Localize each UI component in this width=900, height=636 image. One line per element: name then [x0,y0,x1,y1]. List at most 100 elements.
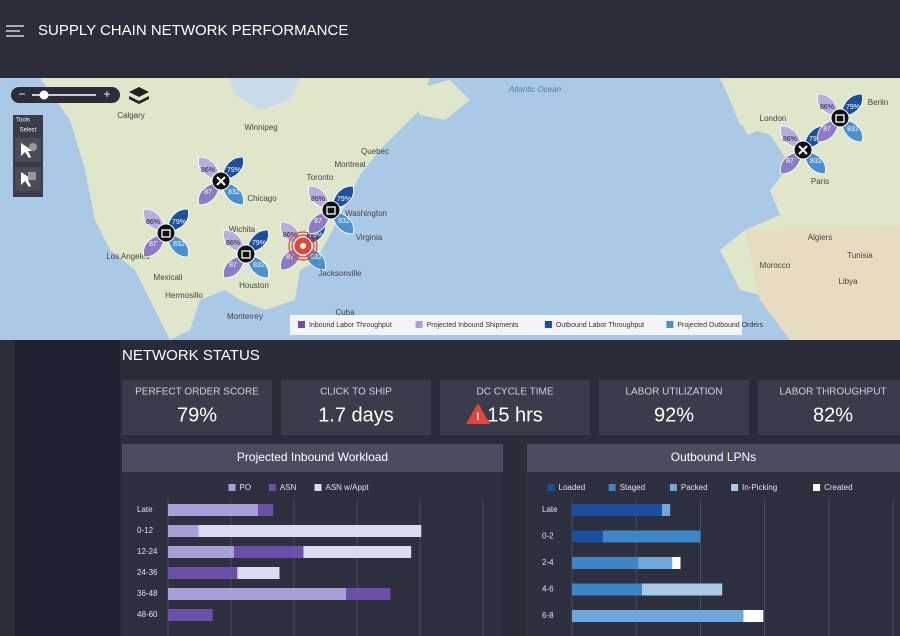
place-label: Toronto [307,173,334,182]
place-label: Chicago [247,194,277,203]
category-label: 48-60 [137,610,158,619]
legend-label: Outbound Labor Throughput [556,322,644,329]
legend-swatch [813,484,821,491]
marker-value: 832 [310,254,322,261]
place-label: Quebec [361,147,389,156]
legend-label: ASN w/Appt [326,483,370,492]
marker-value: 832 [228,189,240,196]
bar-segment [572,504,662,516]
place-label: Los Angeles [106,252,150,261]
map-marker[interactable]: 86% 79% 87 832 [280,221,326,271]
map-marker[interactable]: 86% 79% 87 832 [198,156,244,206]
place-label: Algiers [808,233,832,242]
bar-segment [672,557,681,569]
marker-value: 87 [823,126,831,133]
zoom-out[interactable]: − [18,87,25,101]
legend-swatch [547,484,555,491]
legend-label: In-Picking [742,483,777,492]
map-marker[interactable]: 86% 79% 87 832 [817,93,863,143]
menu-icon[interactable] [6,25,24,37]
marker-value: 86% [201,167,215,174]
kpi-value: 79% [177,404,217,426]
chart-panel [122,444,503,636]
sidebar [15,340,120,636]
legend-label: Inbound Labor Throughput [309,322,392,329]
kpi-card [281,380,431,435]
legend-swatch [268,484,276,491]
legend-swatch [731,484,739,491]
bar-segment [168,567,238,579]
place-label: Berlin [868,98,888,107]
zoom-slider[interactable] [39,90,49,100]
bar-segment [661,504,671,516]
bar-segment [641,583,723,596]
kpi-card [758,380,900,435]
bar-segment [168,504,259,516]
category-label: 36-48 [137,589,158,598]
marker-value: 87 [314,218,322,225]
marker-value: 79% [172,219,186,226]
kpi-card [599,380,749,435]
legend-swatch [669,484,677,491]
place-label: Paris [811,177,829,186]
kpi-label: LABOR THROUGHPUT [779,387,886,398]
marker-center [236,244,256,264]
alert-icon [466,403,490,424]
kpi-label: LABOR UTILIZATION [625,387,722,398]
marker-value: 79% [337,196,351,203]
marker-value: 832 [253,262,265,269]
place-label: Winnipeg [244,123,277,132]
marker-icon [161,229,171,238]
marker-icon [798,145,808,155]
place-label: Monterrey [227,312,263,321]
chart-title: Outbound LPNs [671,450,756,464]
alert-ring [288,231,318,261]
kpi-card [122,380,272,435]
place-label: Atlantic Ocean [508,85,562,94]
layers-button[interactable] [129,87,149,104]
legend-label: Created [824,483,852,492]
category-label: 2-4 [542,558,554,567]
marker-value: 87 [786,158,794,165]
legend-swatch [544,321,552,328]
marker-value: 79% [846,104,860,111]
category-label: Late [137,505,153,514]
header-bar [0,0,900,78]
chart-title: Projected Inbound Workload [237,450,388,464]
map-marker[interactable]: 86% 79% 87 832 [143,208,189,258]
marker-value: 86% [820,104,834,111]
place-label: Tunisia [847,251,873,260]
legend-swatch [608,484,616,491]
bar-segment [572,583,642,596]
legend-label: Packed [681,483,708,492]
section-title: NETWORK STATUS [122,347,260,364]
marker-value: 832 [338,218,350,225]
place-label: Libya [838,277,858,286]
bar-segment [602,530,701,543]
marker-value: 86% [311,196,325,203]
place-label: Jacksonville [318,269,362,278]
zoom-in[interactable]: + [103,87,110,101]
category-label: 6-8 [542,611,554,620]
marker-icon [241,250,251,259]
place-label: Montreal [334,160,365,169]
place-label: Houston [239,281,269,290]
category-label: 4-6 [542,585,554,594]
marker-icon [835,114,845,123]
kpi-label: CLICK TO SHIP [320,387,392,398]
marker-value: 86% [226,240,240,247]
page-title: SUPPLY CHAIN NETWORK PERFORMANCE [38,22,348,39]
map[interactable]: − + Tools Select Calgary Winnipeg Quebec Mo… [0,78,900,340]
bar-segment [638,557,673,569]
bar-segment [346,588,391,600]
map-marker[interactable]: 86% 79% 87 832 [308,185,354,235]
alert-ring [291,234,315,258]
marker-value: 79% [252,240,266,247]
place-label: Washington [345,209,387,218]
kpi-label: PERFECT ORDER SCORE [135,387,259,398]
map-legend [290,315,742,335]
marker-center [156,223,176,243]
map-marker[interactable]: 86% 79% 87 832 [223,229,269,279]
marker-value: 87 [229,262,237,269]
legend-label: Projected Inbound Shipments [427,322,519,329]
